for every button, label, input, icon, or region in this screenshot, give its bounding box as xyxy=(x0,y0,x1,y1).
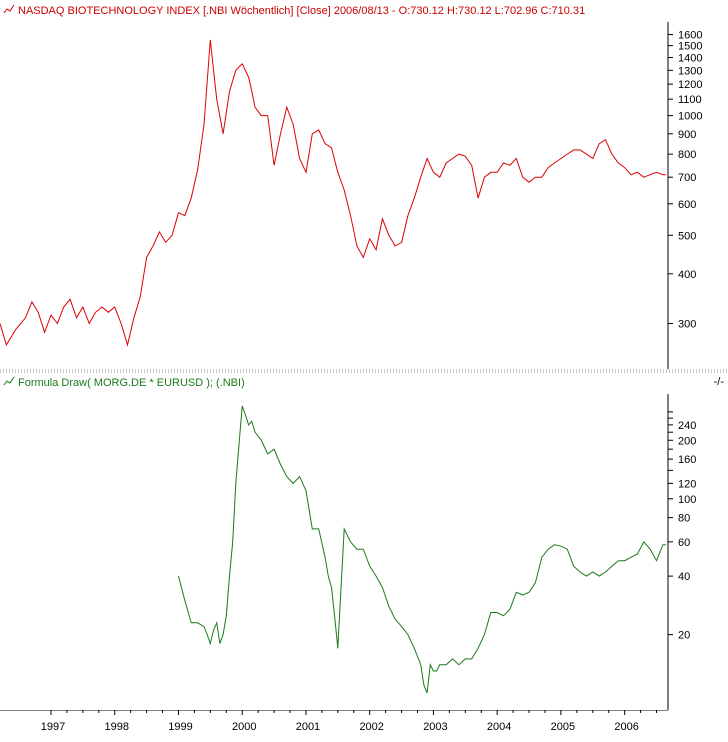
y-tick-label: 900 xyxy=(678,129,696,141)
x-tick-label: 1998 xyxy=(104,721,128,733)
y-tick-label: 700 xyxy=(678,172,696,184)
y-axis-ticks: 20 40 60 80 100 120 160 200 240 xyxy=(668,411,696,642)
x-tick-label: 2004 xyxy=(487,721,511,733)
line-chart-icon xyxy=(3,376,15,386)
y-tick-label: 1500 xyxy=(678,41,702,53)
x-tick-label: 2005 xyxy=(551,721,575,733)
x-axis-svg: 1997 1998 1999 2000 2001 2002 2003 2004 2005 2006 xyxy=(0,709,668,733)
y-tick-label: 1300 xyxy=(678,65,702,77)
formula-panel: Formula Draw( MORG.DE * EURUSD ); (.NBI)… xyxy=(0,372,728,710)
y-tick-label: 600 xyxy=(678,199,696,211)
y-tick-label: 120 xyxy=(678,478,696,490)
formula-chart: Formula Draw( MORG.DE * EURUSD ); (.NBI)… xyxy=(3,376,696,710)
y-tick-label: 400 xyxy=(678,269,696,281)
y-tick-label: 60 xyxy=(678,537,690,549)
y-axis-ticks: 300 400 500 600 700 800 900 1000 1100 1200 1300140… xyxy=(668,29,702,330)
y-tick-label: 20 xyxy=(678,630,690,642)
x-tick-label: 1997 xyxy=(41,721,65,733)
y-tick-label: 800 xyxy=(678,149,696,161)
y-tick-label: 100 xyxy=(678,494,696,506)
series-layer xyxy=(178,405,667,694)
y-tick-label: 500 xyxy=(678,230,696,242)
y-tick-label: 1000 xyxy=(678,111,702,123)
y-tick-label: 160 xyxy=(678,454,696,466)
y-tick-label: 200 xyxy=(678,435,696,447)
price-chart: NASDAQ BIOTECHNOLOGY INDEX [.NBI Wöchent… xyxy=(0,4,702,370)
x-tick-label: 2003 xyxy=(423,721,447,733)
y-tick-label: 1600 xyxy=(678,29,702,41)
x-tick-label: 2002 xyxy=(359,721,383,733)
panel-separator[interactable] xyxy=(0,369,728,373)
series-line xyxy=(0,39,667,347)
x-tick-label: 2000 xyxy=(232,721,256,733)
y-tick-label: 1400 xyxy=(678,53,702,65)
series-line xyxy=(178,405,667,694)
x-tick-label: 2006 xyxy=(614,721,638,733)
y-tick-label: 1100 xyxy=(678,94,702,106)
corner-mark: -/- xyxy=(713,376,724,388)
price-panel: NASDAQ BIOTECHNOLOGY INDEX [.NBI Wöchent… xyxy=(0,0,728,370)
x-axis-ticks: 1997 1998 1999 2000 2001 2002 2003 2004 2005 2006 xyxy=(41,710,658,733)
series-layer xyxy=(0,39,667,347)
chart-title: NASDAQ BIOTECHNOLOGY INDEX [.NBI Wöchent… xyxy=(18,5,585,17)
y-tick-label: 40 xyxy=(678,571,690,583)
x-tick-label: 1999 xyxy=(168,721,192,733)
formula-title: Formula Draw( MORG.DE * EURUSD ); (.NBI) xyxy=(18,377,245,389)
y-tick-label: 240 xyxy=(678,420,696,432)
y-tick-label: 1200 xyxy=(678,79,702,91)
x-tick-label: 2001 xyxy=(296,721,320,733)
line-chart-icon xyxy=(3,4,15,14)
y-tick-label: 300 xyxy=(678,318,696,330)
x-axis: 1997 1998 1999 2000 2001 2002 2003 2004 2005 2006 xyxy=(0,709,728,737)
y-tick-label: 80 xyxy=(678,513,690,525)
